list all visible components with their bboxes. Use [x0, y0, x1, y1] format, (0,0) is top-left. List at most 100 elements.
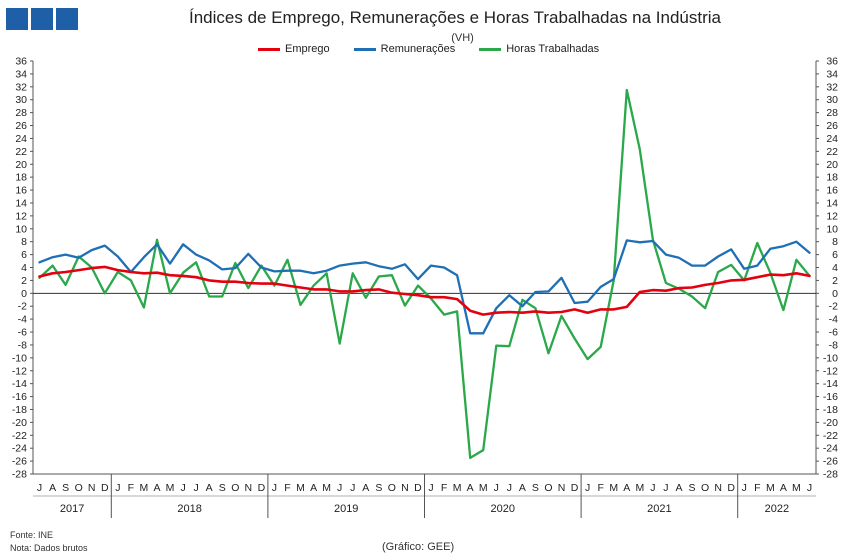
x-tick-label: J [494, 482, 499, 494]
x-tick-label: A [623, 482, 630, 494]
y-tick-label-right: 12 [826, 210, 838, 222]
x-tick-label: D [571, 482, 579, 494]
x-tick-label: J [663, 482, 668, 494]
legend-label-emprego: Emprego [285, 43, 330, 55]
x-tick-label: J [585, 482, 590, 494]
x-tick-label: S [375, 482, 382, 494]
chart-credit: (Gráfico: GEE) [382, 541, 455, 553]
x-tick-label: J [272, 482, 277, 494]
data-note: Nota: Dados brutos [10, 543, 88, 553]
x-tick-label: J [337, 482, 342, 494]
y-tick-label-left: 32 [15, 81, 27, 93]
x-tick-label: J [807, 482, 812, 494]
legend-swatch-remuneracoes [353, 47, 376, 51]
y-tick-label-right: -14 [823, 378, 838, 390]
x-tick-label: S [219, 482, 226, 494]
y-tick-label-right: -4 [829, 314, 838, 326]
x-tick-label: N [401, 482, 409, 494]
x-tick-label: A [780, 482, 787, 494]
y-tick-label-left: 24 [15, 133, 27, 145]
x-tick-label: D [414, 482, 422, 494]
y-tick-label-left: -24 [12, 443, 27, 455]
chart-subtitle: (VH) [451, 32, 474, 44]
horas-trabalhadas-line [38, 88, 811, 460]
y-tick-label-left: -6 [18, 327, 27, 339]
y-tick-label-left: -8 [18, 339, 27, 351]
legend-swatch-horas [479, 47, 502, 51]
x-tick-label: S [62, 482, 69, 494]
y-tick-label-right: 14 [826, 197, 838, 209]
gee-logo [6, 8, 78, 30]
y-tick-label-right: 4 [832, 262, 838, 274]
x-tick-label: J [194, 482, 199, 494]
legend-item-horas: Horas Trabalhadas [479, 43, 599, 55]
legend-label-remuneracoes: Remunerações [380, 43, 456, 55]
y-tick-label-right: -26 [823, 456, 838, 468]
y-tick-label-right: 28 [826, 107, 838, 119]
x-tick-label: M [792, 482, 801, 494]
remuneracoes-line [38, 239, 811, 335]
y-tick-label-right: -2 [829, 301, 838, 313]
y-tick-label-right: 0 [832, 288, 838, 300]
emprego-line [38, 265, 811, 316]
x-tick-label: N [88, 482, 96, 494]
y-tick-label-right: 30 [826, 94, 838, 106]
x-tick-label: A [153, 482, 160, 494]
y-tick-label-left: -26 [12, 456, 27, 468]
x-tick-label: A [206, 482, 213, 494]
x-tick-label: J [507, 482, 512, 494]
x-tick-label: D [258, 482, 266, 494]
y-tick-label-left: 36 [15, 56, 27, 68]
x-tick-label: J [37, 482, 42, 494]
x-tick-label: J [650, 482, 655, 494]
y-tick-label-left: -2 [18, 301, 27, 313]
legend-swatch-emprego [258, 47, 280, 51]
y-tick-label-left: 6 [21, 249, 27, 261]
x-tick-label: M [635, 482, 644, 494]
y-tick-label-right: 2 [832, 275, 838, 287]
y-tick-label-right: -22 [823, 430, 838, 442]
chart-lines [38, 88, 811, 460]
x-tick-label: N [245, 482, 253, 494]
x-tick-label: N [558, 482, 566, 494]
x-tick-label: M [166, 482, 175, 494]
y-tick-label-left: -12 [12, 365, 27, 377]
y-tick-label-left: 26 [15, 120, 27, 132]
year-label: 2021 [647, 503, 671, 515]
y-tick-label-right: -6 [829, 327, 838, 339]
y-tick-label-left: -4 [18, 314, 27, 326]
y-tick-label-left: -22 [12, 430, 27, 442]
y-tick-label-right: -8 [829, 339, 838, 351]
y-tick-label-left: 8 [21, 236, 27, 248]
y-tick-label-left: -20 [12, 417, 27, 429]
y-tick-label-left: -28 [12, 469, 27, 481]
y-tick-label-right: -16 [823, 391, 838, 403]
x-tick-label: J [350, 482, 355, 494]
y-tick-label-right: 22 [826, 146, 838, 158]
y-tick-label-left: 20 [15, 159, 27, 171]
y-tick-label-left: -16 [12, 391, 27, 403]
y-tick-label-right: -18 [823, 404, 838, 416]
y-tick-label-left: 12 [15, 210, 27, 222]
y-tick-label-right: -28 [823, 469, 838, 481]
y-tick-label-left: 28 [15, 107, 27, 119]
x-tick-label: M [766, 482, 775, 494]
logo-square [56, 8, 78, 30]
y-tick-label-right: 24 [826, 133, 838, 145]
y-tick-label-right: 20 [826, 159, 838, 171]
y-tick-label-left: 2 [21, 275, 27, 287]
x-tick-label: A [310, 482, 317, 494]
y-tick-label-right: 34 [826, 68, 838, 80]
logo-square [6, 8, 28, 30]
x-tick-label: S [689, 482, 696, 494]
y-tick-label-left: 4 [21, 262, 27, 274]
y-tick-label-left: 14 [15, 197, 27, 209]
year-label: 2017 [60, 503, 84, 515]
x-tick-label: D [101, 482, 109, 494]
y-tick-label-right: 32 [826, 81, 838, 93]
y-tick-label-right: 8 [832, 236, 838, 248]
x-tick-label: M [453, 482, 462, 494]
x-tick-label: F [128, 482, 134, 494]
